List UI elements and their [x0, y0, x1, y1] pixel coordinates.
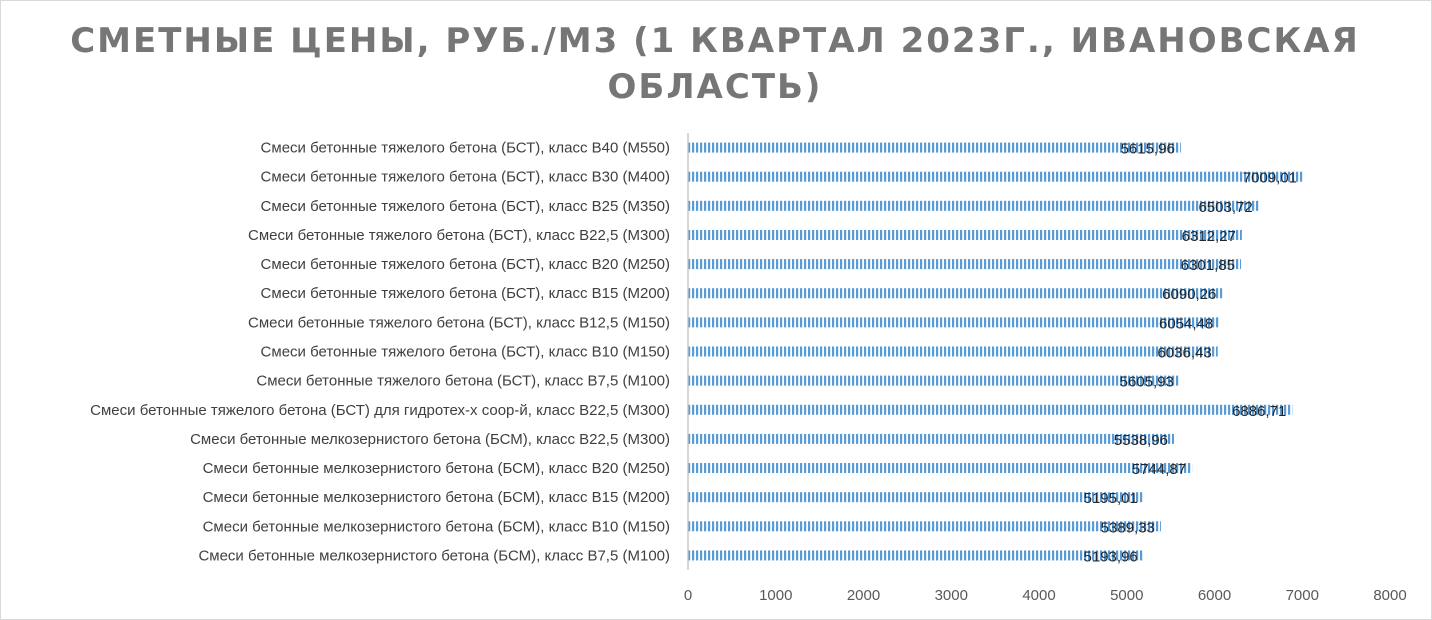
x-tick-label: 7000 — [1286, 587, 1319, 604]
category-label: Смеси бетонные тяжелого бетона (БСТ), кл… — [261, 169, 670, 186]
data-label: 5389,33 — [1101, 519, 1155, 536]
category-label: Смеси бетонные мелкозернистого бетона (Б… — [203, 460, 670, 477]
bar — [688, 229, 1242, 240]
bar — [688, 433, 1175, 444]
x-tick-label: 0 — [684, 587, 692, 604]
x-tick-label: 6000 — [1198, 587, 1231, 604]
category-label: Смеси бетонные мелкозернистого бетона (Б… — [203, 518, 670, 535]
data-label: 6312,27 — [1182, 228, 1236, 245]
bar — [688, 142, 1181, 153]
x-tick-label: 8000 — [1373, 587, 1406, 604]
bar — [688, 375, 1180, 386]
category-label: Смеси бетонные мелкозернистого бетона (Б… — [190, 431, 670, 448]
data-label: 6301,85 — [1181, 257, 1235, 274]
bar — [688, 492, 1144, 503]
x-axis-tick-labels: 0 1000 2000 3000 4000 5000 6000 7000 8000 — [684, 587, 1407, 604]
data-label: 7009,01 — [1243, 170, 1297, 187]
category-label: Смеси бетонные тяжелого бетона (БСТ), кл… — [261, 198, 670, 215]
bars — [688, 142, 1304, 561]
category-label: Смеси бетонные тяжелого бетона (БСТ), кл… — [261, 256, 670, 273]
data-label: 6036,43 — [1157, 345, 1211, 362]
data-label: 5193,96 — [1084, 548, 1138, 565]
bar — [688, 550, 1144, 561]
x-tick-label: 4000 — [1022, 587, 1055, 604]
data-label: 6503,72 — [1198, 199, 1252, 216]
data-labels: 5615,96 7009,01 6503,72 6312,27 6301,85 6090,… — [1084, 141, 1298, 566]
category-label: Смеси бетонные тяжелого бетона (БСТ), кл… — [256, 373, 670, 390]
bar — [688, 463, 1193, 474]
category-label: Смеси бетонные тяжелого бетона (БСТ), кл… — [248, 227, 670, 244]
bar — [688, 346, 1218, 357]
data-label: 5605,93 — [1120, 374, 1174, 391]
x-tick-label: 3000 — [935, 587, 968, 604]
category-label: Смеси бетонные тяжелого бетона (БСТ), кл… — [261, 140, 670, 157]
category-label: Смеси бетонные тяжелого бетона (БСТ), кл… — [261, 285, 670, 302]
category-label: Смеси бетонные тяжелого бетона (БСТ) для… — [90, 402, 670, 419]
bar — [688, 317, 1220, 328]
bar — [688, 259, 1241, 270]
category-label: Смеси бетонные мелкозернистого бетона (Б… — [203, 489, 670, 506]
bar — [688, 200, 1259, 211]
x-tick-label: 1000 — [759, 587, 792, 604]
x-tick-label: 2000 — [847, 587, 880, 604]
bar — [688, 171, 1304, 182]
bar — [688, 404, 1293, 415]
category-label: Смеси бетонные тяжелого бетона (БСТ), кл… — [261, 344, 670, 361]
data-label: 6090,26 — [1162, 286, 1216, 303]
data-label: 5195,01 — [1084, 490, 1138, 507]
category-label: Смеси бетонные тяжелого бетона (БСТ), кл… — [248, 314, 670, 331]
data-label: 5744,87 — [1132, 461, 1186, 478]
data-label: 5615,96 — [1121, 141, 1175, 158]
category-labels: Смеси бетонные тяжелого бетона (БСТ), кл… — [90, 140, 670, 565]
bar — [688, 521, 1161, 532]
data-label: 6054,48 — [1159, 315, 1213, 332]
category-label: Смеси бетонные мелкозернистого бетона (Б… — [198, 547, 670, 564]
chart-title: СМЕТНЫЕ ЦЕНЫ, РУБ./М3 (1 КВАРТАЛ 2023Г.,… — [70, 21, 1360, 107]
x-tick-label: 5000 — [1110, 587, 1143, 604]
data-label: 5538,96 — [1114, 432, 1168, 449]
bar — [688, 288, 1223, 299]
data-label: 6886,71 — [1232, 403, 1286, 420]
